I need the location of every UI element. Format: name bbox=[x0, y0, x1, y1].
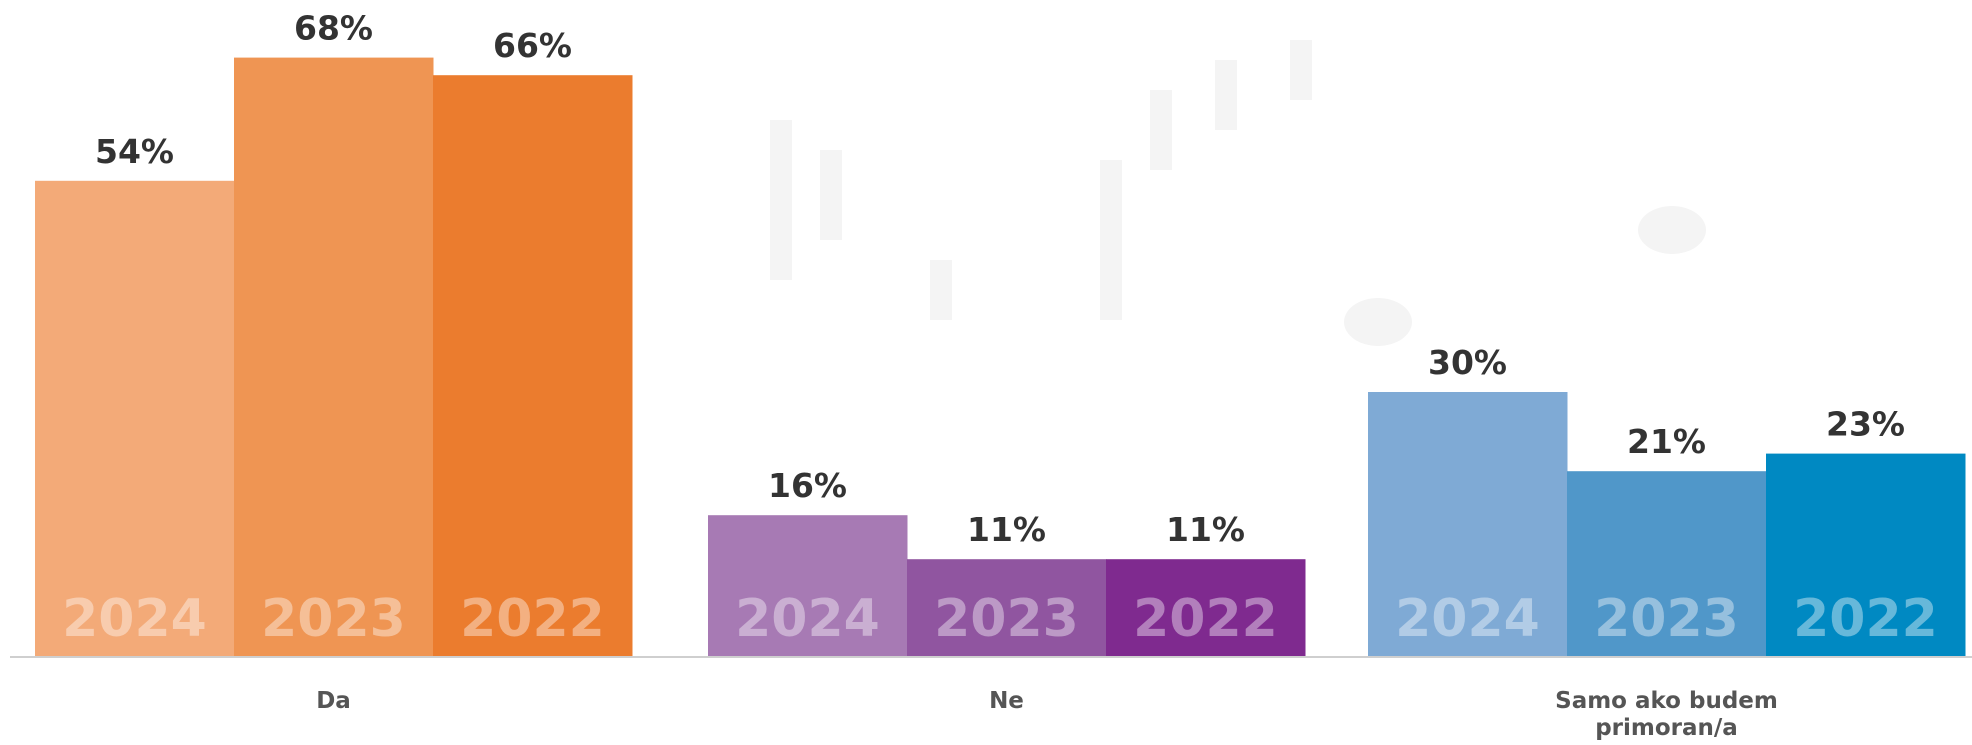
category-label: Ne bbox=[989, 688, 1024, 714]
series-label: 2023 bbox=[261, 589, 406, 649]
series-label: 2024 bbox=[735, 589, 880, 649]
value-label: 16% bbox=[768, 466, 847, 505]
bar bbox=[1567, 471, 1767, 656]
bar bbox=[1368, 392, 1568, 656]
bar bbox=[433, 75, 633, 656]
value-label: 68% bbox=[294, 9, 373, 48]
series-label: 2024 bbox=[62, 589, 207, 649]
series-label: 2022 bbox=[460, 589, 605, 649]
series-label: 2022 bbox=[1793, 589, 1938, 649]
series-label: 2023 bbox=[1594, 589, 1739, 649]
bar bbox=[1106, 559, 1306, 656]
bar bbox=[907, 559, 1107, 656]
value-label: 30% bbox=[1428, 343, 1507, 382]
value-label: 21% bbox=[1627, 422, 1706, 461]
bar bbox=[35, 180, 235, 657]
value-label: 66% bbox=[493, 26, 572, 65]
series-label: 2023 bbox=[934, 589, 1079, 649]
background-decor bbox=[770, 40, 1706, 346]
bar bbox=[234, 57, 434, 657]
bar bbox=[1766, 453, 1966, 656]
value-label: 11% bbox=[1166, 510, 1245, 549]
bar bbox=[708, 515, 908, 656]
category-label: Samo ako budem primoran/a bbox=[1555, 688, 1778, 741]
value-label: 54% bbox=[95, 132, 174, 171]
value-label: 23% bbox=[1826, 405, 1905, 444]
value-label: 11% bbox=[967, 510, 1046, 549]
series-label: 2024 bbox=[1395, 589, 1540, 649]
category-label: Da bbox=[316, 688, 351, 714]
series-label: 2022 bbox=[1133, 589, 1278, 649]
